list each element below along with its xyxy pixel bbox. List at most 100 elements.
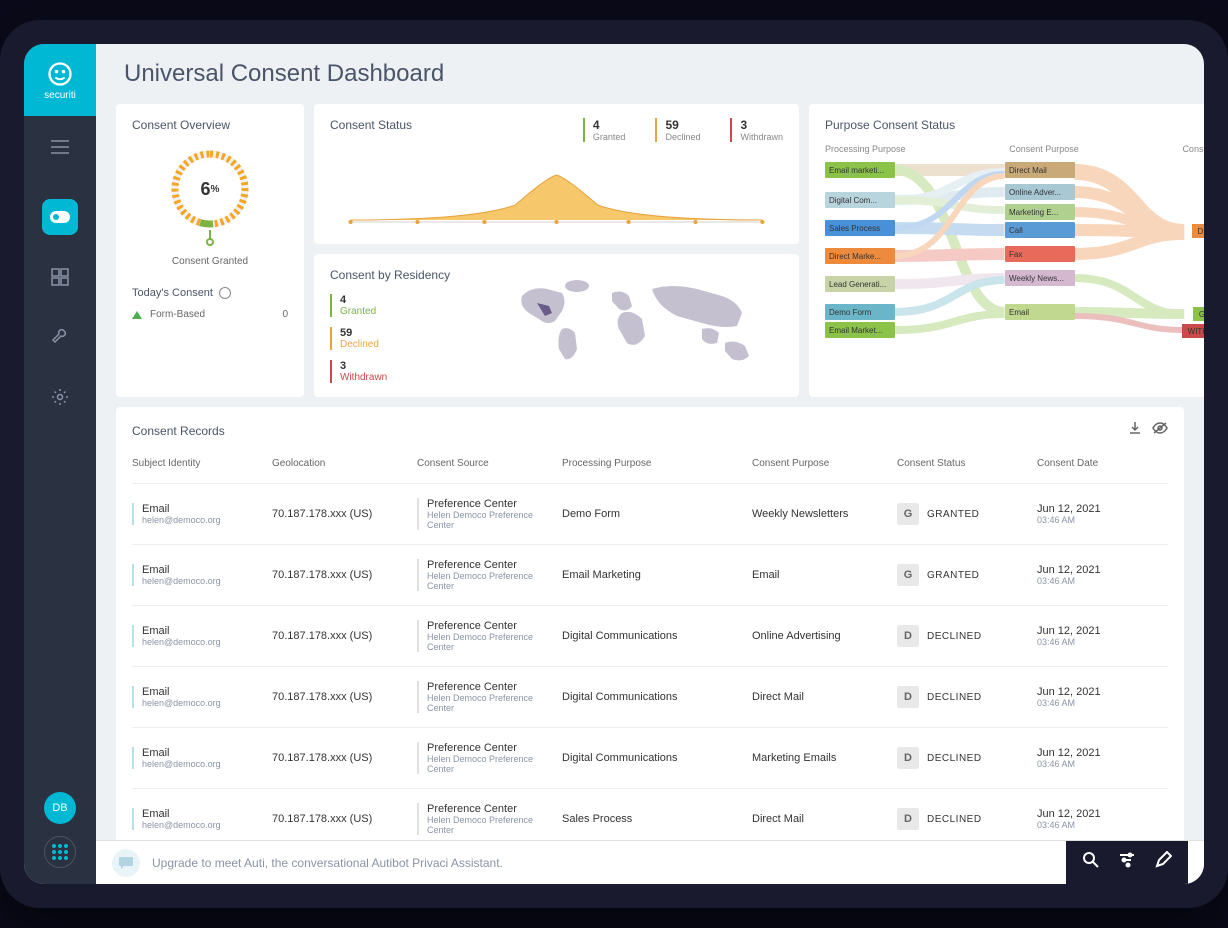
cell-identity: Emailhelen@democo.org — [132, 808, 262, 830]
cell-consent-purpose: Email — [752, 569, 887, 581]
brand-name: securiti — [44, 90, 76, 101]
sankey-mid-node: Fax — [1005, 246, 1075, 262]
cell-source: Preference CenterHelen Democo Preference… — [417, 498, 552, 530]
cell-source: Preference CenterHelen Democo Preference… — [417, 742, 552, 774]
cell-source: Preference CenterHelen Democo Preference… — [417, 681, 552, 713]
cell-status: GGRANTED — [897, 564, 1027, 586]
chat-icon[interactable] — [112, 849, 140, 877]
cell-purpose: Email Marketing — [562, 569, 742, 581]
table-header-cell[interactable]: Consent Purpose — [752, 458, 887, 469]
res-stat-label: Withdrawn — [340, 372, 470, 383]
table-header-cell[interactable]: Consent Status — [897, 458, 1027, 469]
cell-status: DDECLINED — [897, 625, 1027, 647]
sankey-mid-node: Weekly News... — [1005, 270, 1075, 286]
cell-geo: 70.187.178.xxx (US) — [272, 630, 407, 642]
table-header-cell[interactable]: Processing Purpose — [562, 458, 742, 469]
sankey-col2: Consent Purpose — [1009, 144, 1079, 154]
sankey-left-node: Lead Generati... — [825, 276, 895, 292]
clock-icon — [219, 287, 231, 299]
nav-item-consent[interactable] — [42, 199, 78, 235]
edit-icon[interactable] — [1154, 851, 1172, 874]
cell-identity: Emailhelen@democo.org — [132, 564, 262, 586]
form-based-label: Form-Based — [150, 309, 205, 320]
cell-purpose: Demo Form — [562, 508, 742, 520]
bottom-bar: Upgrade to meet Auti, the conversational… — [96, 840, 1204, 884]
cell-identity: Emailhelen@democo.org — [132, 747, 262, 769]
cell-date: Jun 12, 202103:46 AM — [1037, 564, 1167, 586]
bottom-message: Upgrade to meet Auti, the conversational… — [152, 856, 1066, 870]
status-title: Consent Status — [330, 118, 412, 132]
stat-value: 3 — [740, 118, 783, 132]
consent-records-card: Consent Records Subject Identity Geolocat… — [116, 407, 1184, 863]
cell-geo: 70.187.178.xxx (US) — [272, 508, 407, 520]
menu-toggle[interactable] — [51, 140, 69, 159]
table-row[interactable]: Emailhelen@democo.org 70.187.178.xxx (US… — [132, 666, 1168, 727]
sankey-right-node: DECLINED — [1192, 224, 1204, 238]
sankey-title: Purpose Consent Status — [825, 118, 1204, 132]
search-icon[interactable] — [1082, 851, 1100, 874]
stat-label: Withdrawn — [740, 132, 783, 142]
form-based-value: 0 — [282, 309, 288, 320]
stat-value: 4 — [593, 118, 626, 132]
sankey-mid-node: Online Adver... — [1005, 184, 1075, 200]
nav-item-tools[interactable] — [42, 319, 78, 355]
table-header-cell[interactable]: Consent Source — [417, 458, 552, 469]
brand-logo[interactable]: securiti — [24, 44, 96, 116]
consent-status-card: Consent Status 4Granted59Declined3Withdr… — [314, 104, 799, 244]
cell-consent-purpose: Marketing Emails — [752, 752, 887, 764]
page-title: Universal Consent Dashboard — [124, 60, 1176, 88]
table-row[interactable]: Emailhelen@democo.org 70.187.178.xxx (US… — [132, 483, 1168, 544]
sankey-mid-node: Call — [1005, 222, 1075, 238]
visibility-icon[interactable] — [1152, 421, 1168, 440]
table-row[interactable]: Emailhelen@democo.org 70.187.178.xxx (US… — [132, 727, 1168, 788]
nav-item-settings[interactable] — [42, 379, 78, 415]
table-row[interactable]: Emailhelen@democo.org 70.187.178.xxx (US… — [132, 605, 1168, 666]
sankey-left-node: Email marketi... — [825, 162, 895, 178]
cell-purpose: Digital Communications — [562, 691, 742, 703]
sankey-mid-node: Marketing E... — [1005, 204, 1075, 220]
table-header-cell[interactable]: Geolocation — [272, 458, 407, 469]
cell-status: GGRANTED — [897, 503, 1027, 525]
consent-overview-card: Consent Overview 6% Consent Granted — [116, 104, 304, 397]
filter-icon[interactable] — [1118, 851, 1136, 874]
cell-geo: 70.187.178.xxx (US) — [272, 813, 407, 825]
sidebar: securiti DB — [24, 44, 96, 884]
apps-menu[interactable] — [44, 836, 76, 868]
cell-identity: Emailhelen@democo.org — [132, 503, 262, 525]
cell-identity: Emailhelen@democo.org — [132, 625, 262, 647]
cell-consent-purpose: Direct Mail — [752, 813, 887, 825]
cell-status: DDECLINED — [897, 747, 1027, 769]
res-stat-value: 3 — [340, 360, 470, 372]
sankey-left-node: Demo Form — [825, 304, 895, 320]
cell-date: Jun 12, 202103:46 AM — [1037, 625, 1167, 647]
nav-item-dashboard[interactable] — [42, 259, 78, 295]
download-icon[interactable] — [1128, 421, 1142, 440]
consent-residency-card: Consent by Residency 4Granted59Declined3… — [314, 254, 799, 397]
cell-date: Jun 12, 202103:46 AM — [1037, 686, 1167, 708]
cell-source: Preference CenterHelen Democo Preference… — [417, 559, 552, 591]
cell-source: Preference CenterHelen Democo Preference… — [417, 620, 552, 652]
stat-label: Granted — [593, 132, 626, 142]
page-header: Universal Consent Dashboard — [96, 44, 1204, 104]
donut-percent: 6 — [201, 179, 211, 200]
overview-title: Consent Overview — [132, 118, 288, 132]
donut-sublabel: Consent Granted — [172, 256, 248, 267]
logo-icon — [46, 60, 74, 88]
cell-geo: 70.187.178.xxx (US) — [272, 569, 407, 581]
status-area-chart — [330, 160, 783, 230]
cell-geo: 70.187.178.xxx (US) — [272, 752, 407, 764]
user-avatar[interactable]: DB — [44, 792, 76, 824]
sankey-left-node: Email Market... — [825, 322, 895, 338]
sankey-left-node: Digital Com... — [825, 192, 895, 208]
today-consent-label: Today's Consent — [132, 287, 288, 299]
sankey-left-node: Direct Marke... — [825, 248, 895, 264]
cell-date: Jun 12, 202103:46 AM — [1037, 808, 1167, 830]
table-header-cell[interactable]: Consent Date — [1037, 458, 1167, 469]
records-title: Consent Records — [132, 424, 225, 438]
table-row[interactable]: Emailhelen@democo.org 70.187.178.xxx (US… — [132, 544, 1168, 605]
cell-source: Preference CenterHelen Democo Preference… — [417, 803, 552, 835]
cell-status: DDECLINED — [897, 686, 1027, 708]
purpose-consent-card: Purpose Consent Status Processing Purpos… — [809, 104, 1204, 397]
res-stat-label: Declined — [340, 339, 470, 350]
table-header-cell[interactable]: Subject Identity — [132, 458, 262, 469]
